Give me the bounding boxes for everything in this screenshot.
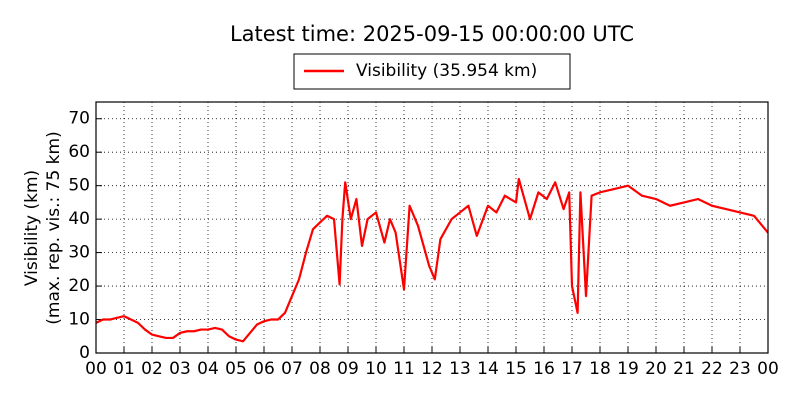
- legend-label: Visibility (35.954 km): [356, 61, 537, 81]
- plot-frame: [95, 101, 769, 354]
- x-tick-label: 10: [365, 359, 387, 379]
- chart-title: Latest time: 2025-09-15 00:00:00 UTC: [230, 22, 634, 46]
- x-tick-label: 05: [225, 359, 247, 379]
- x-tick-label: 21: [673, 359, 695, 379]
- x-tick-label: 04: [197, 359, 219, 379]
- x-tick-label: 02: [141, 359, 163, 379]
- x-tick-label: 07: [281, 359, 303, 379]
- x-tick-label: 00: [757, 359, 779, 379]
- y-tick-label: 10: [68, 310, 90, 330]
- x-tick-label: 22: [701, 359, 723, 379]
- x-tick-label: 11: [393, 359, 415, 379]
- x-tick-label: 23: [729, 359, 751, 379]
- x-tick-label: 15: [505, 359, 527, 379]
- x-tick-label: 16: [533, 359, 555, 379]
- x-tick-label: 01: [113, 359, 135, 379]
- x-tick-label: 12: [421, 359, 443, 379]
- x-tick-label: 17: [561, 359, 583, 379]
- x-tick-label: 08: [309, 359, 331, 379]
- y-tick-label: 60: [68, 142, 90, 162]
- y-tick-label: 40: [68, 209, 90, 229]
- x-tick-label: 19: [617, 359, 639, 379]
- x-tick-label: 00: [85, 359, 107, 379]
- x-tick-label: 20: [645, 359, 667, 379]
- y-tick-label: 30: [68, 243, 90, 263]
- x-tick-label: 09: [337, 359, 359, 379]
- y-tick-label: 70: [68, 109, 90, 129]
- y-tick-label: 0: [79, 343, 90, 363]
- x-tick-label: 03: [169, 359, 191, 379]
- series-line: [95, 177, 769, 343]
- y-tick-label: 20: [68, 276, 90, 296]
- y-tick-label: 50: [68, 176, 90, 196]
- x-tick-label: 06: [253, 359, 275, 379]
- y-axis-label: Visibility (km): [22, 170, 42, 286]
- x-tick-label: 13: [449, 359, 471, 379]
- x-tick-label: 18: [589, 359, 611, 379]
- y-axis-label: (max. rep. vis.: 75 km): [44, 131, 64, 324]
- x-tick-label: 14: [477, 359, 499, 379]
